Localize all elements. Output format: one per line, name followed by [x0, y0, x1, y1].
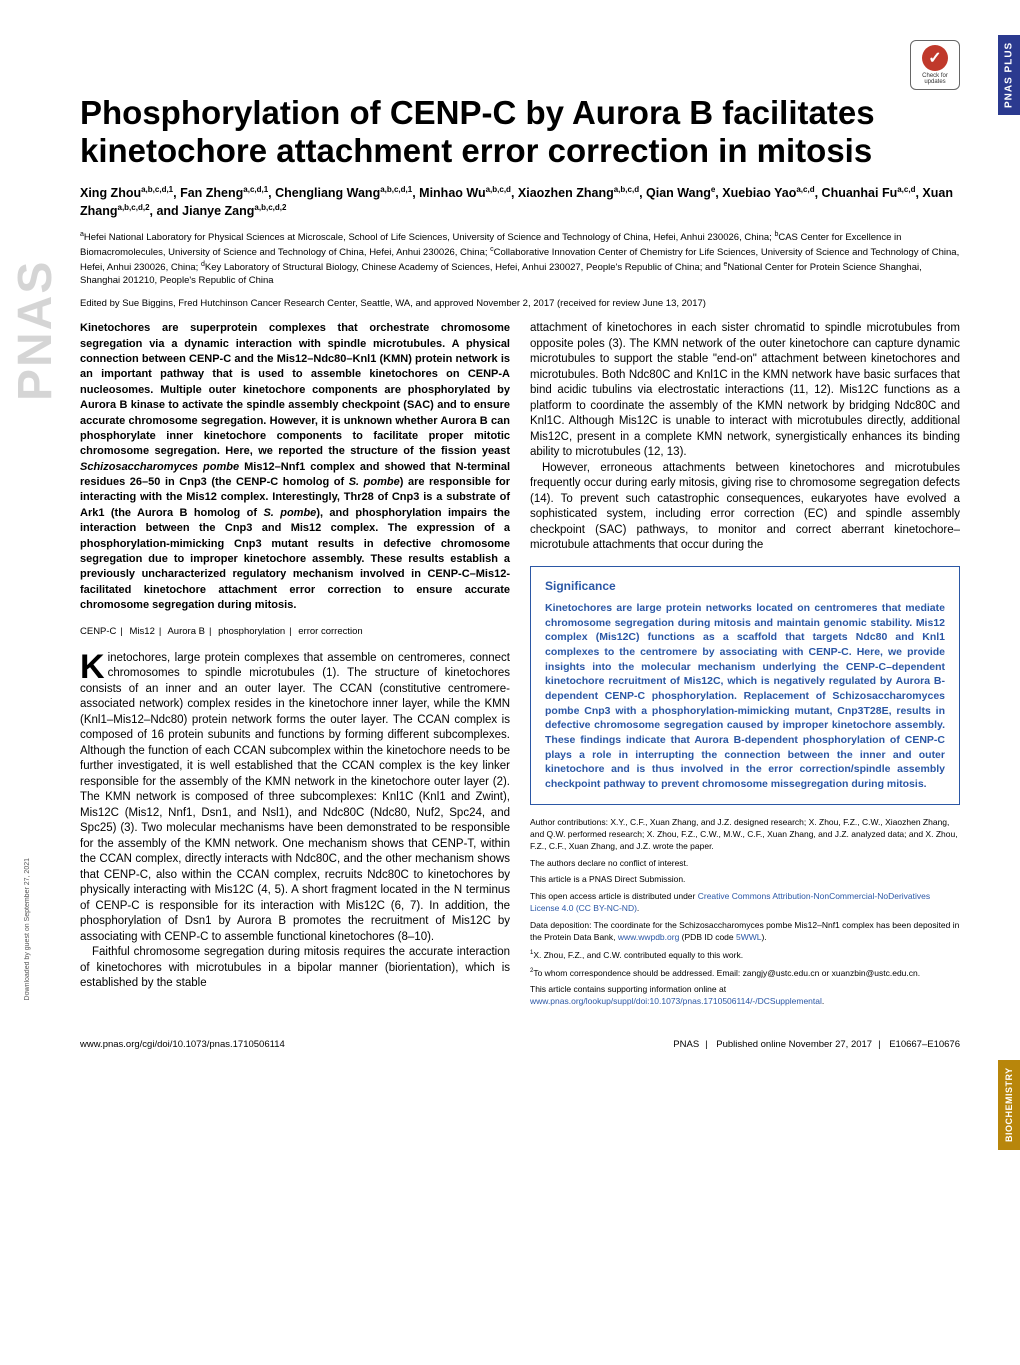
side-tab-biochemistry: BIOCHEMISTRY	[998, 1060, 1020, 1150]
footer-pub-info: PNAS| Published online November 27, 2017…	[673, 1039, 960, 1050]
license-note: This open access article is distributed …	[530, 891, 960, 915]
keyword: Mis12	[130, 626, 155, 637]
download-note: Downloaded by guest on September 27, 202…	[24, 858, 31, 1000]
check-for-updates-badge[interactable]: ✓ Check forupdates	[910, 40, 960, 90]
affiliations: aHefei National Laboratory for Physical …	[80, 230, 960, 288]
body-text-col1: Kinetochores, large protein complexes th…	[80, 651, 510, 992]
significance-box: Significance Kinetochores are large prot…	[530, 566, 960, 805]
keyword: Aurora B	[167, 626, 205, 637]
supplemental-note: This article contains supporting informa…	[530, 984, 960, 1008]
footnotes: Author contributions: X.Y., C.F., Xuan Z…	[530, 817, 960, 1008]
keyword: error correction	[298, 626, 362, 637]
supplemental-link[interactable]: www.pnas.org/lookup/suppl/doi:10.1073/pn…	[530, 996, 822, 1006]
body-text-col2: attachment of kinetochores in each siste…	[530, 321, 960, 554]
dropcap: K	[80, 651, 108, 682]
pdb-id-link[interactable]: 5WWL	[736, 932, 762, 942]
conflict-statement: The authors declare no conflict of inter…	[530, 858, 960, 870]
author-contributions: Author contributions: X.Y., C.F., Xuan Z…	[530, 817, 960, 853]
check-icon: ✓	[922, 45, 948, 71]
pnas-watermark-logo: PNAS	[8, 120, 63, 540]
author-list: Xing Zhoua,b,c,d,1, Fan Zhenga,c,d,1, Ch…	[80, 184, 960, 221]
equal-contribution: 1X. Zhou, F.Z., and C.W. contributed equ…	[530, 949, 960, 962]
keyword: CENP-C	[80, 626, 116, 637]
correspondence: 2To whom correspondence should be addres…	[530, 967, 960, 980]
check-updates-label: Check forupdates	[922, 73, 948, 85]
significance-heading: Significance	[545, 579, 945, 593]
page-footer: www.pnas.org/cgi/doi/10.1073/pnas.171050…	[80, 1033, 960, 1050]
data-deposition: Data deposition: The coordinate for the …	[530, 920, 960, 944]
direct-submission: This article is a PNAS Direct Submission…	[530, 874, 960, 886]
significance-text: Kinetochores are large protein networks …	[545, 601, 945, 792]
pdb-link[interactable]: www.wwpdb.org	[618, 932, 679, 942]
keyword: phosphorylation	[218, 626, 285, 637]
article-title: Phosphorylation of CENP-C by Aurora B fa…	[80, 94, 960, 170]
footer-doi: www.pnas.org/cgi/doi/10.1073/pnas.171050…	[80, 1039, 285, 1050]
abstract: Kinetochores are superprotein complexes …	[80, 321, 510, 613]
keywords: CENP-C| Mis12| Aurora B| phosphorylation…	[80, 626, 510, 637]
edited-by-line: Edited by Sue Biggins, Fred Hutchinson C…	[80, 298, 960, 309]
side-tab-pnas-plus: PNAS PLUS	[998, 35, 1020, 115]
